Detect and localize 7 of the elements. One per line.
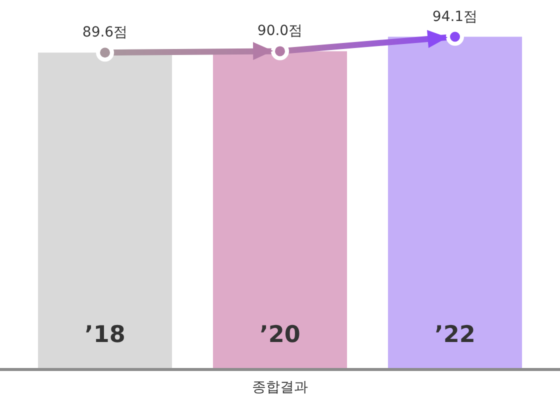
- x-tick-label: ’18: [84, 322, 126, 348]
- x-tick-label: ’20: [260, 322, 300, 348]
- x-tick-label: ’22: [434, 322, 476, 348]
- data-label: 94.1점: [432, 8, 478, 25]
- x-axis-title: 종합결과: [252, 380, 308, 396]
- data-label: 89.6점: [82, 24, 128, 41]
- data-label: 90.0점: [257, 23, 303, 40]
